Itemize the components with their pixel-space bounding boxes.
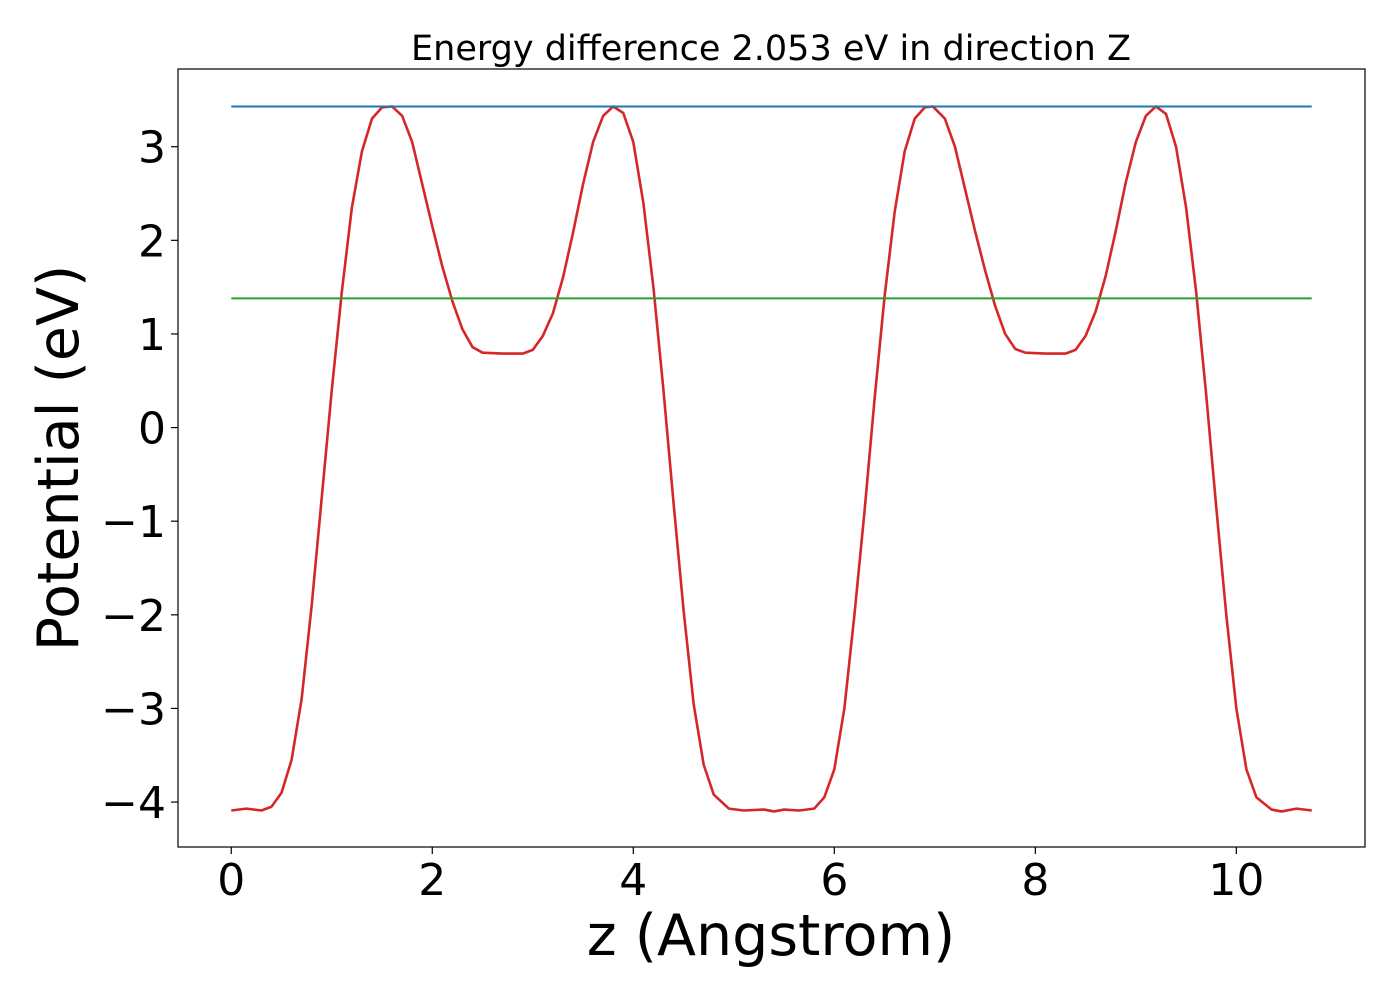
- plot-frame: [177, 68, 1366, 848]
- x-tick-label: 4: [619, 855, 647, 906]
- y-axis: −4 −3 −2 −1 0 1 2 3: [101, 123, 178, 829]
- y-axis-title: Potential (eV): [26, 265, 92, 651]
- y-tick-label: −2: [101, 591, 166, 642]
- y-tick-label: −4: [101, 778, 166, 829]
- x-tick-label: 6: [820, 855, 848, 906]
- y-tick-label: 0: [138, 404, 166, 455]
- chart-title: Energy difference 2.053 eV in direction …: [411, 29, 1131, 69]
- y-tick-label: 3: [138, 123, 166, 174]
- y-tick-label: 1: [138, 310, 166, 361]
- y-tick-label: −1: [101, 497, 166, 548]
- x-tick-label: 8: [1021, 855, 1049, 906]
- x-tick-label: 2: [418, 855, 446, 906]
- series-line-1: [231, 105, 1312, 813]
- x-axis: 0 2 4 6 8 10: [217, 847, 1264, 906]
- x-tick-label: 0: [217, 855, 245, 906]
- series-layer: [231, 105, 1312, 813]
- y-tick-label: 2: [138, 216, 166, 267]
- x-tick-label: 10: [1208, 855, 1264, 906]
- y-tick-label: −3: [101, 684, 166, 735]
- x-axis-title: z (Angstrom): [587, 903, 955, 969]
